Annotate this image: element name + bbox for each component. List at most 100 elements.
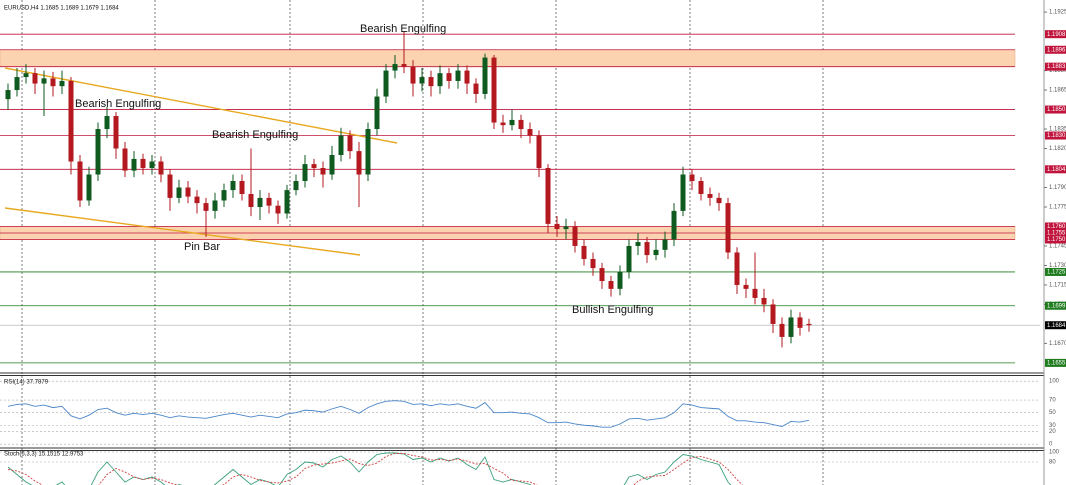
level-label: 1.1725 (1047, 270, 1066, 276)
indicator-title: RSI(14) 37.7879 (4, 380, 49, 386)
candle-body (32, 73, 38, 84)
candle-body (527, 129, 533, 136)
candle-body (554, 223, 560, 230)
candle-body (212, 200, 218, 211)
candle-body (509, 119, 515, 126)
level-label: 1.1850 (1047, 107, 1066, 113)
candle-body (77, 161, 83, 201)
candle-body (725, 203, 731, 253)
level-label: 1.1883 (1047, 64, 1066, 70)
y-tick-label: 1.1790 (1049, 185, 1066, 191)
y-tick-label: 1.1820 (1049, 146, 1066, 152)
indicator-axis: 100 80 (1049, 450, 1060, 466)
candle-body (194, 196, 200, 204)
candle-body (275, 205, 281, 214)
annotation: Bearish Engulfing (212, 129, 298, 141)
level-label-bg (1045, 45, 1066, 54)
rsi-panel (0, 380, 1040, 445)
candle-body (671, 210, 677, 240)
level-label: 1.1830 (1047, 133, 1066, 139)
candle-body (518, 119, 524, 130)
candle-body (374, 96, 380, 130)
level-label: 1.1655 (1047, 360, 1066, 366)
candle-body (779, 323, 785, 337)
candle-body (5, 90, 11, 100)
level-label: 1.1755 (1047, 231, 1066, 237)
level-label: 1.1804 (1047, 167, 1066, 173)
indicator-title: Stoch(5,3,3) 15.1515 12.9753 (4, 452, 84, 458)
candle-body (788, 317, 794, 337)
candle-body (635, 242, 641, 246)
trendline (4, 207, 361, 256)
level-label: 1.1699 (1047, 303, 1066, 309)
level-label: 1.1896 (1047, 47, 1066, 53)
y-tick-label: 50 (1049, 410, 1056, 416)
level-label: 1.1684 (1047, 323, 1066, 329)
zone (0, 49, 1016, 67)
level-label: 1.1908 (1047, 32, 1066, 38)
candle-body (230, 181, 236, 191)
candle-body (104, 116, 110, 130)
trendlines (4, 67, 398, 256)
annotation: Bullish Engulfing (572, 304, 653, 316)
candle-body (545, 168, 551, 224)
candle-body (743, 284, 749, 289)
level-label-bg (1045, 165, 1066, 174)
annotations: Bearish Engulfing Bearish Engulfing Bearis… (75, 23, 653, 316)
candle-body (68, 80, 74, 162)
candle-body (581, 245, 587, 259)
candle-body (338, 135, 344, 156)
y-tick-label: 80 (1049, 460, 1056, 466)
y-tick-label: 1.1775 (1049, 205, 1066, 211)
candle-body (473, 83, 479, 94)
candle-body (185, 187, 191, 197)
candle-body (113, 116, 119, 149)
candle-body (401, 64, 407, 67)
candle-body (23, 73, 29, 78)
candle-body (266, 197, 272, 206)
candle-body (455, 70, 461, 81)
y-tick-label: 1.1745 (1049, 244, 1066, 250)
candle-body (806, 323, 812, 326)
level-label-bg (1045, 301, 1066, 310)
level-label: 1.1750 (1047, 237, 1066, 243)
candle-body (14, 77, 20, 91)
candle-body (770, 304, 776, 324)
candle-body (689, 174, 695, 182)
y-tick-label: 100 (1049, 379, 1060, 385)
candle-body (716, 197, 722, 204)
candle-body (248, 193, 254, 207)
candles (5, 31, 812, 348)
y-tick-label: 1.1670 (1049, 341, 1066, 347)
candle-body (320, 168, 326, 175)
level-label-bg (1045, 321, 1066, 330)
candle-body (761, 297, 767, 305)
candle-body (536, 135, 542, 169)
indicator-line (7, 453, 743, 485)
level-label-bg (1045, 358, 1066, 367)
y-tick-label: 1.1925 (1049, 10, 1066, 16)
trendline (4, 67, 398, 144)
candle-body (707, 193, 713, 198)
candle-body (653, 249, 659, 256)
candle-body (734, 252, 740, 285)
annotation: Bearish Engulfing (360, 23, 446, 35)
candle-body (59, 80, 65, 87)
level-label-bg (1045, 235, 1066, 244)
y-tick-label: 1.1880 (1049, 68, 1066, 74)
y-tick-label: 1.1865 (1049, 88, 1066, 94)
candle-body (752, 288, 758, 298)
candle-body (221, 190, 227, 201)
y-tick-label: 1.1730 (1049, 263, 1066, 269)
candle-body (464, 70, 470, 84)
candle-body (50, 78, 56, 87)
candle-body (167, 174, 173, 198)
candle-body (311, 164, 317, 169)
candle-body (284, 190, 290, 214)
y-tick-label: 0 (1049, 442, 1053, 448)
candle-body (140, 158, 146, 169)
